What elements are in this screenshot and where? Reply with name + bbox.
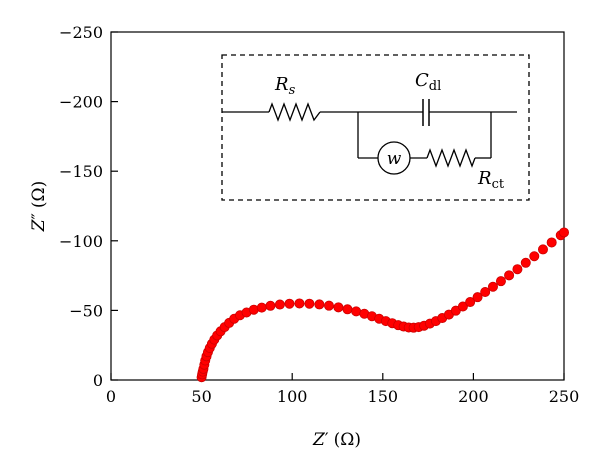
x-tick-label: 0 [106,387,116,406]
data-point [495,276,506,287]
inset-dashed-border [221,54,530,201]
plot-area-border [110,31,565,381]
label-rs-main: R [274,74,289,95]
y-tick-label: −200 [59,93,103,112]
resistor-rct-symbol [426,148,476,168]
label-cdl-main: C [415,70,429,91]
y-axis-title: Z″ (Ω) [29,181,49,233]
data-point [559,227,570,238]
x-axis-symbol: Z [312,430,326,450]
data-point [487,281,498,292]
y-tick-label: −50 [69,301,103,320]
data-point [314,299,325,310]
y-tick-label: 0 [93,371,103,390]
data-point [465,297,476,308]
data-point [472,292,483,303]
data-point [256,302,267,313]
x-axis-unit: (Ω) [334,430,361,450]
data-point [512,264,523,275]
x-axis-title: Z′ (Ω) [312,430,361,450]
label-w: w [387,149,402,169]
data-point [457,301,468,312]
data-point [546,237,557,248]
data-point [323,300,334,311]
y-axis-unit: (Ω) [29,181,49,208]
label-cdl: Cdl [415,70,441,94]
data-point [342,304,353,315]
data-point [351,306,362,317]
y-tick-label: −150 [59,162,103,181]
label-rct: Rct [477,168,505,192]
data-point [284,298,295,309]
plot-frame [110,31,565,381]
data-point [265,300,276,311]
x-tick-label: 50 [191,387,211,406]
label-rct-main: R [477,168,492,189]
label-rs: Rs [274,74,296,98]
x-tick-label: 150 [368,387,399,406]
y-tick-label: −100 [59,232,103,251]
label-cdl-sub: dl [429,79,441,94]
equivalent-circuit-inset: Rs Cdl w Rct [221,54,530,201]
data-point [333,302,344,313]
label-rct-sub: ct [492,177,505,192]
data-series [196,227,570,383]
data-point [504,270,515,281]
data-point [480,287,491,298]
label-rs-sub: s [289,83,296,98]
x-axis: 0 50 100 150 200 250 [106,373,579,406]
x-tick-label: 100 [277,387,308,406]
x-tick-label: 250 [549,387,580,406]
data-point [520,257,531,268]
data-point [537,244,548,255]
resistor-rs-symbol [268,102,321,122]
x-tick-label: 200 [458,387,489,406]
y-axis-symbol: Z [29,218,49,232]
data-point [274,299,285,310]
y-tick-label: −250 [59,23,103,42]
data-point [304,298,315,309]
y-axis-prime: ″ [29,213,49,219]
x-axis-prime: ′ [325,430,329,450]
data-point [294,298,305,309]
data-point [529,251,540,262]
y-axis: 0 −50 −100 −150 −200 −250 [59,23,118,390]
